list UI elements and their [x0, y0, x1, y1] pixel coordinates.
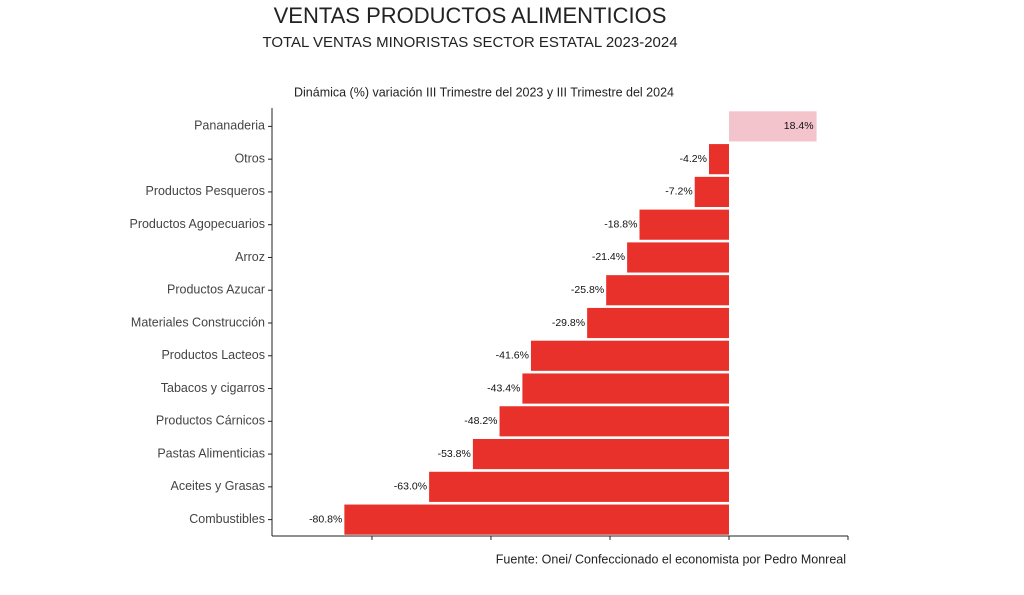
value-label: -63.0%	[394, 481, 427, 493]
value-label: -21.4%	[592, 251, 625, 263]
y-tick-label: Tabacos y cigarros	[161, 381, 265, 395]
y-tick-label: Productos Agopecuarios	[129, 217, 265, 231]
bar	[530, 340, 729, 371]
bar	[587, 307, 729, 339]
bar	[472, 439, 729, 470]
y-tick-label: Materiales Construcción	[131, 315, 265, 329]
bar	[499, 406, 729, 437]
bar	[728, 111, 817, 142]
value-label: -41.6%	[496, 350, 529, 362]
value-label: -53.8%	[438, 448, 471, 460]
bar	[344, 504, 729, 535]
chart-title: VENTAS PRODUCTOS ALIMENTICIOS	[274, 3, 667, 28]
y-tick-label: Pananaderia	[194, 119, 265, 133]
bar	[694, 176, 729, 207]
value-label: -4.2%	[680, 153, 707, 165]
y-tick-label: Productos Lacteos	[161, 348, 265, 362]
bar	[429, 471, 729, 502]
value-label: -48.2%	[464, 415, 497, 427]
bar	[708, 144, 729, 175]
bar	[606, 275, 729, 306]
value-label: -7.2%	[665, 186, 692, 198]
plot-title: Dinámica (%) variación III Trimestre del…	[294, 85, 674, 99]
y-tick-label: Aceites y Grasas	[171, 479, 265, 493]
value-label: -80.8%	[309, 513, 342, 525]
bar	[522, 373, 729, 404]
value-label: -25.8%	[571, 284, 604, 296]
y-tick-label: Productos Azucar	[167, 283, 265, 297]
y-tick-label: Combustibles	[189, 512, 265, 526]
value-label: -18.8%	[604, 218, 637, 230]
value-label: -29.8%	[552, 317, 585, 329]
y-tick-label: Productos Cárnicos	[156, 414, 265, 428]
y-tick-label: Otros	[234, 151, 265, 165]
y-tick-label: Pastas Alimenticias	[157, 446, 265, 460]
source-note: Fuente: Onei/ Confeccionado el economist…	[496, 552, 846, 566]
bar	[639, 209, 729, 240]
bar	[627, 242, 729, 273]
value-label: -43.4%	[487, 382, 520, 394]
value-label: 18.4%	[784, 120, 814, 132]
y-tick-label: Arroz	[235, 250, 265, 264]
y-tick-label: Productos Pesqueros	[145, 184, 265, 198]
chart-subtitle: TOTAL VENTAS MINORISTAS SECTOR ESTATAL 2…	[262, 34, 677, 51]
